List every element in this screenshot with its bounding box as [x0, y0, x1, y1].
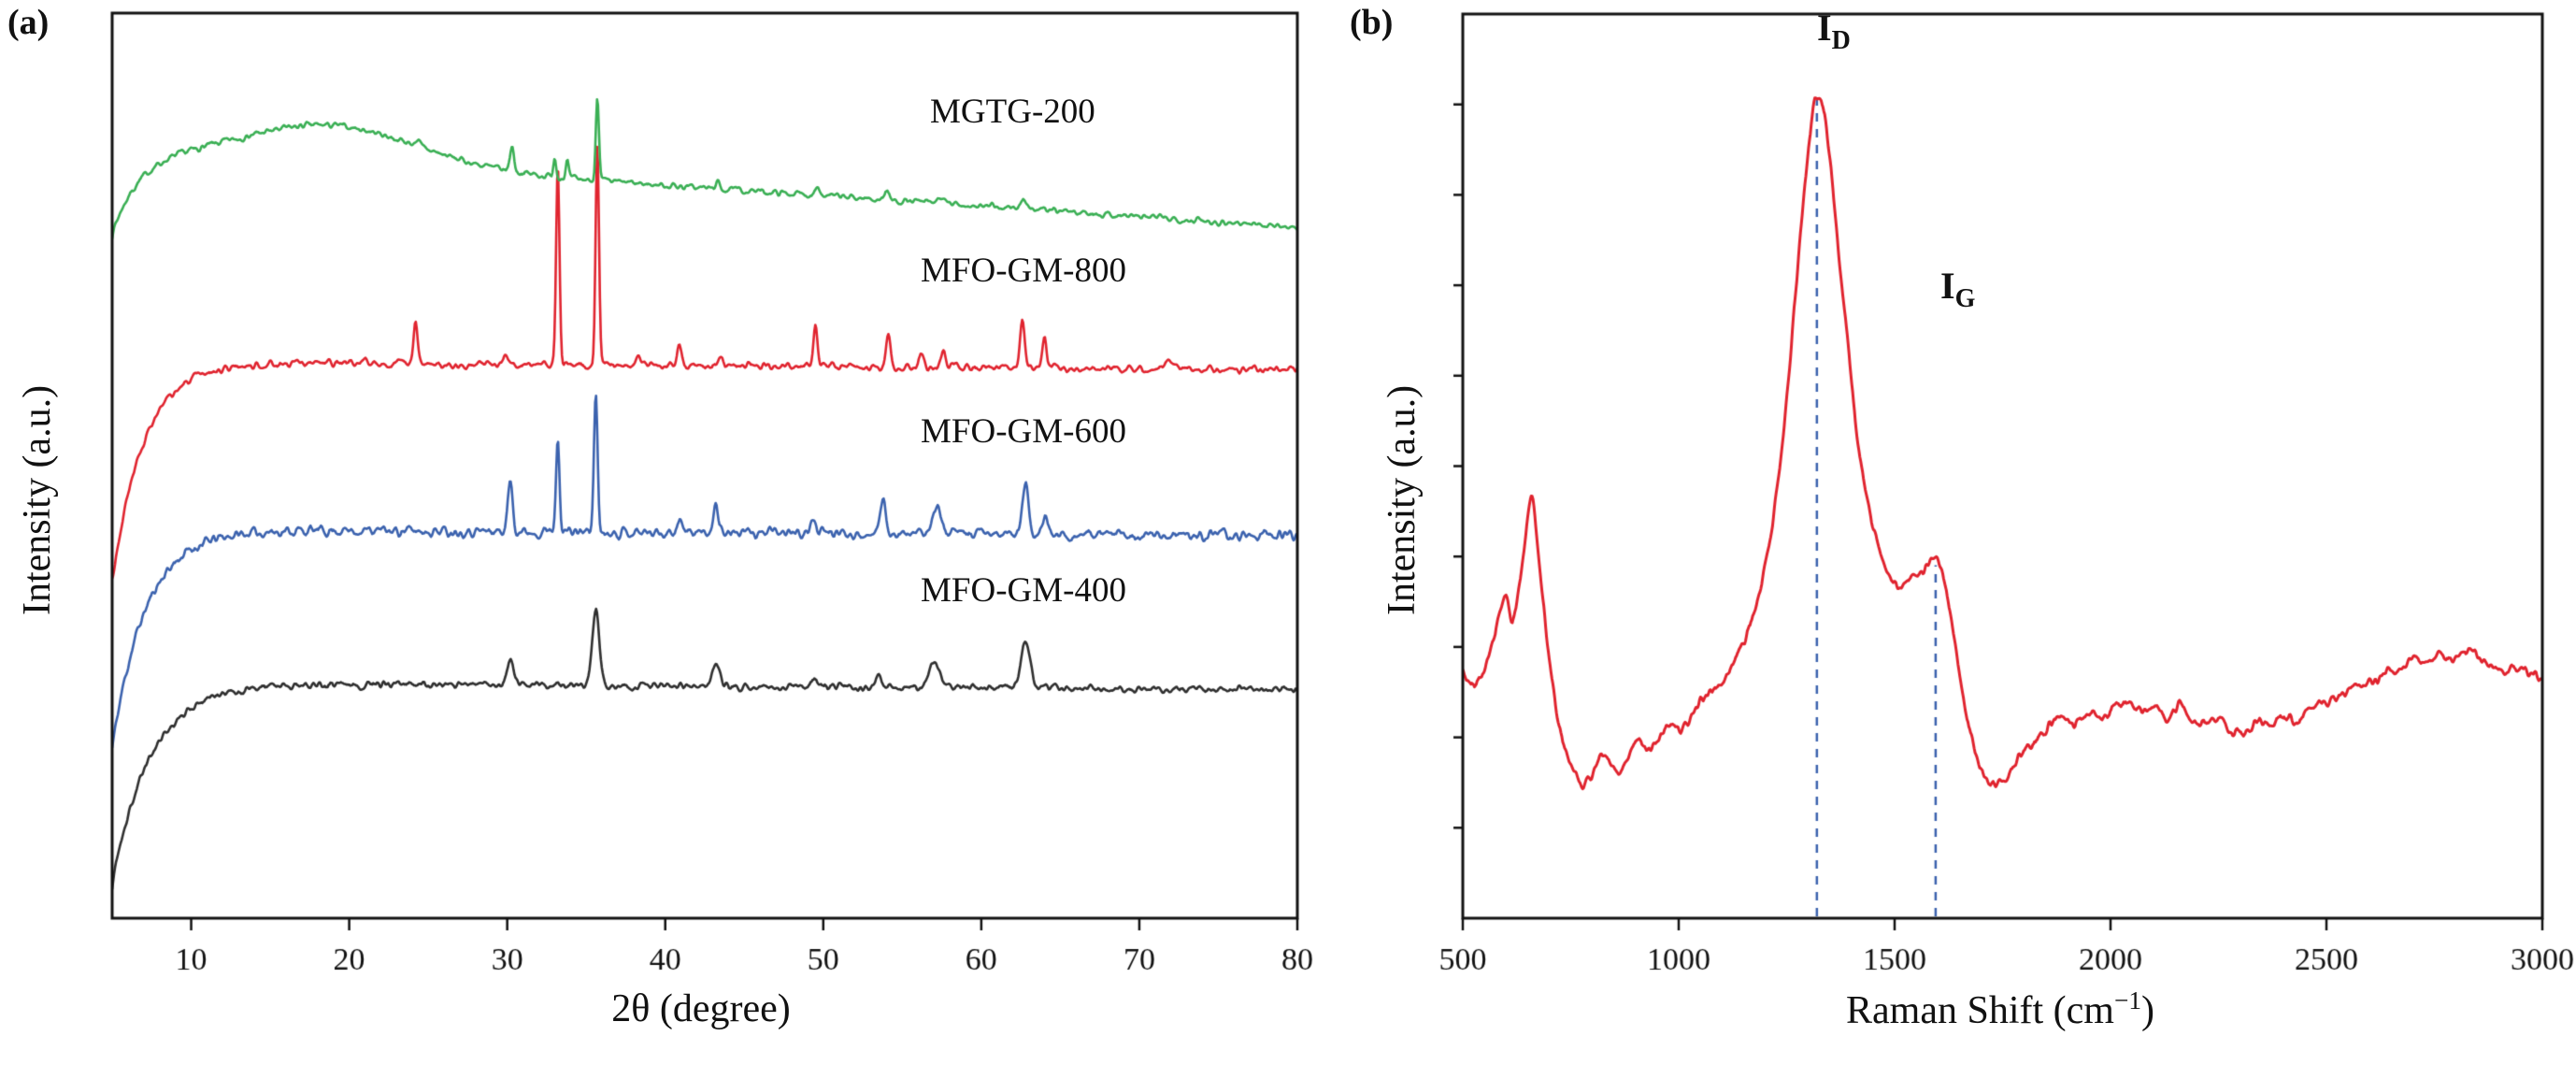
- raman-x-axis-label-superscript: −1: [2113, 986, 2141, 1015]
- d-band-annotation: ID: [1817, 6, 1851, 56]
- g-band-annotation: IG: [1940, 264, 1975, 314]
- raman-chart-canvas: [1327, 0, 2576, 1065]
- raman-x-axis-label-main: Raman Shift (cm: [1846, 989, 2114, 1032]
- panel-a-tag: (a): [7, 3, 50, 42]
- raman-x-axis-label: Raman Shift (cm−1): [1739, 986, 2262, 1033]
- g-band-annotation-text: I: [1940, 265, 1955, 307]
- raman-panel: (b) Intensity (a.u.) Raman Shift (cm−1) …: [1327, 0, 2576, 1065]
- xrd-chart-canvas: [0, 0, 1327, 1065]
- raman-x-axis-label-end: ): [2141, 989, 2154, 1032]
- series-label-mfo-gm-800: MFO-GM-800: [921, 252, 1126, 290]
- xrd-x-axis-label: 2θ (degree): [611, 987, 791, 1030]
- series-label-mgtg-200: MGTG-200: [930, 93, 1095, 131]
- panel-b-tag: (b): [1350, 3, 1394, 42]
- series-label-mfo-gm-600: MFO-GM-600: [921, 412, 1126, 451]
- d-band-annotation-sub: D: [1831, 26, 1851, 55]
- xrd-panel: (a) Intensity (a.u.) 2θ (degree) MGTG-20…: [0, 0, 1327, 1065]
- g-band-annotation-sub: G: [1954, 284, 1976, 313]
- raman-y-axis-label: Intensity (a.u.): [1381, 384, 1424, 615]
- xrd-y-axis-label: Intensity (a.u.): [16, 384, 59, 615]
- series-label-mfo-gm-400: MFO-GM-400: [921, 571, 1126, 610]
- d-band-annotation-text: I: [1817, 7, 1832, 49]
